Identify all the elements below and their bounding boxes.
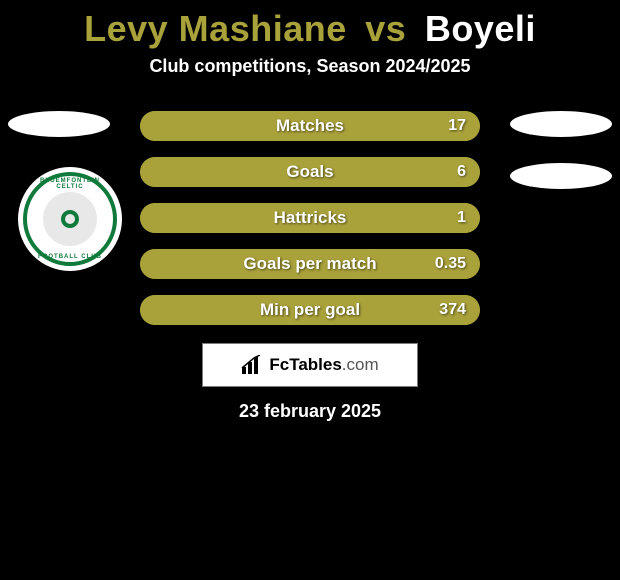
footer-date: 23 february 2025 <box>0 401 620 422</box>
page-title: Levy Mashiane vs Boyeli <box>0 0 620 50</box>
bars-icon <box>241 355 263 375</box>
brand-card: FcTables.com <box>202 343 418 387</box>
stat-bar-value: 0.35 <box>435 249 466 279</box>
decor-ellipse-left <box>8 111 110 137</box>
player-a-name: Levy Mashiane <box>84 8 347 49</box>
stat-bar: Min per goal374 <box>140 295 480 325</box>
stat-bar: Hattricks1 <box>140 203 480 233</box>
club-logo: BLOEMFONTEIN CELTIC FOOTBALL CLUB <box>18 167 122 271</box>
stat-bar-value: 17 <box>448 111 466 141</box>
stat-bar-label: Goals <box>140 157 480 187</box>
stat-bar-value: 1 <box>457 203 466 233</box>
stat-bar-label: Min per goal <box>140 295 480 325</box>
vs-separator: vs <box>365 8 406 49</box>
stat-bar: Goals6 <box>140 157 480 187</box>
brand-text: FcTables.com <box>269 355 378 375</box>
brand-domain: .com <box>342 355 379 374</box>
stat-bar-label: Hattricks <box>140 203 480 233</box>
decor-ellipse-right-1 <box>510 111 612 137</box>
decor-ellipse-right-2 <box>510 163 612 189</box>
stat-bar: Matches17 <box>140 111 480 141</box>
brand-name: FcTables <box>269 355 341 374</box>
stat-bar-label: Matches <box>140 111 480 141</box>
stat-bar-value: 6 <box>457 157 466 187</box>
stat-bar: Goals per match0.35 <box>140 249 480 279</box>
stats-bars: Matches17 Goals6 Hattricks1 Goals per match… <box>140 111 480 341</box>
subtitle: Club competitions, Season 2024/2025 <box>0 56 620 77</box>
stat-bar-value: 374 <box>439 295 466 325</box>
player-b-name: Boyeli <box>425 8 536 49</box>
club-logo-text-bottom: FOOTBALL CLUB <box>27 254 113 260</box>
club-crest-icon <box>53 202 87 236</box>
club-logo-text-top: BLOEMFONTEIN CELTIC <box>27 178 113 190</box>
stat-bar-label: Goals per match <box>140 249 480 279</box>
